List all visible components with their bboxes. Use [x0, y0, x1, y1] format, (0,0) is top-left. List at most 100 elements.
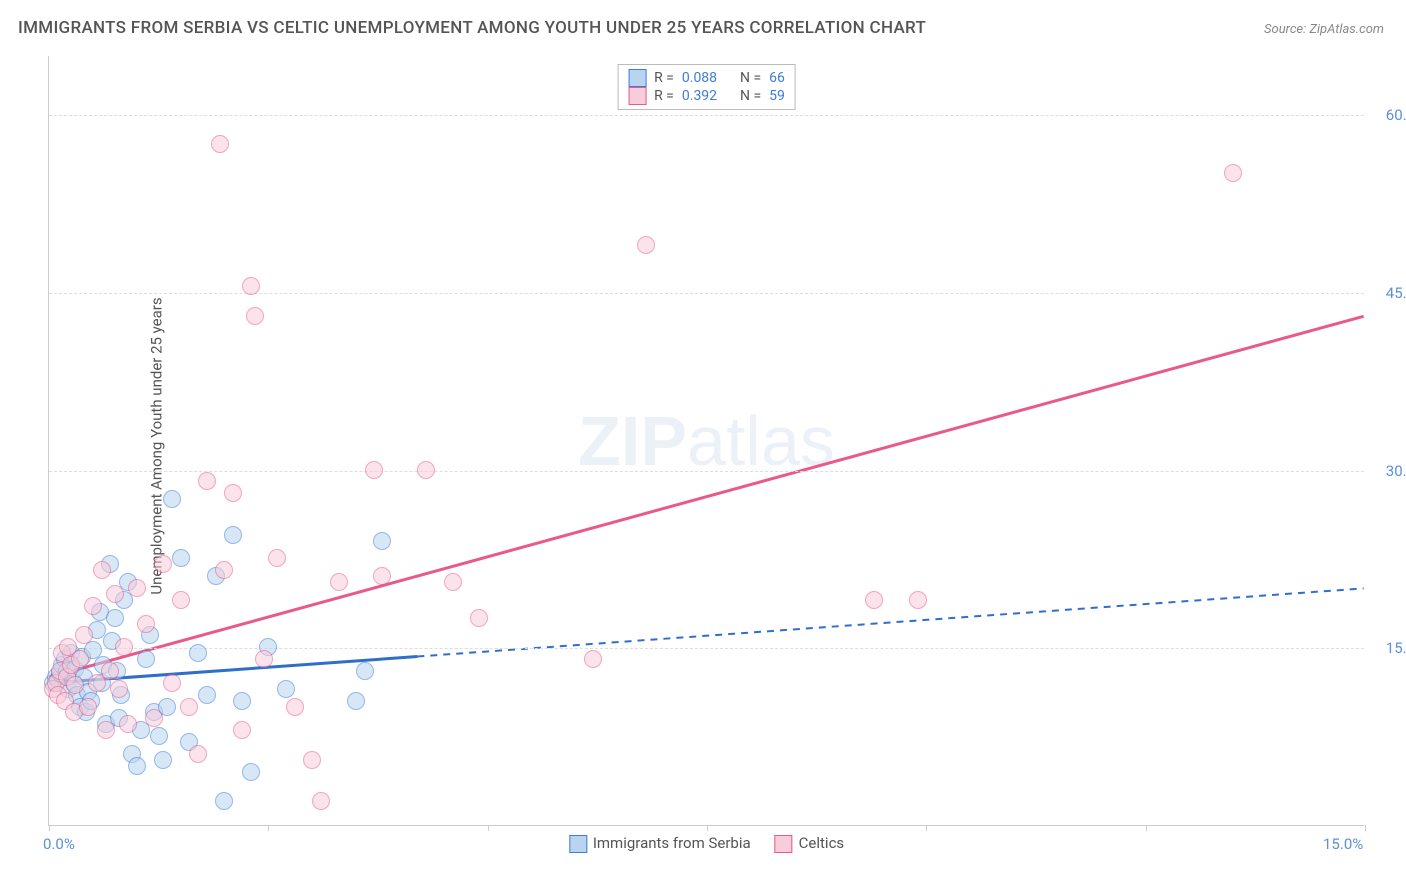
n-value: 66 [769, 70, 785, 86]
legend-item: Celtics [775, 834, 845, 853]
data-point [79, 698, 97, 716]
legend-label: Immigrants from Serbia [593, 834, 751, 852]
x-tick [49, 825, 50, 831]
data-point [356, 662, 374, 680]
legend-swatch [628, 69, 646, 87]
data-point [255, 650, 273, 668]
data-point [150, 727, 168, 745]
n-label: N = [740, 70, 761, 86]
data-point [106, 609, 124, 627]
data-point [584, 650, 602, 668]
gridline [49, 648, 1364, 649]
data-point [286, 698, 304, 716]
data-point [189, 644, 207, 662]
data-point [110, 680, 128, 698]
data-point [224, 526, 242, 544]
data-point [106, 585, 124, 603]
r-value: 0.392 [682, 88, 717, 104]
data-point [128, 757, 146, 775]
data-point [137, 615, 155, 633]
data-point [198, 472, 216, 490]
data-point [71, 650, 89, 668]
data-point [470, 609, 488, 627]
data-point [373, 532, 391, 550]
x-tick [707, 825, 708, 831]
x-tick [488, 825, 489, 831]
x-tick-label: 0.0% [43, 835, 75, 853]
correlation-legend: R = 0.088 N = 66 R = 0.392 N = 59 [617, 64, 796, 110]
data-point [163, 490, 181, 508]
y-tick-label: 60.0% [1386, 106, 1406, 124]
watermark: ZIPatlas [578, 401, 835, 481]
gridline [49, 471, 1364, 472]
data-point [145, 709, 163, 727]
data-point [75, 626, 93, 644]
data-point [115, 638, 133, 656]
data-point [215, 561, 233, 579]
trend-lines [49, 56, 1364, 825]
data-point [268, 549, 286, 567]
legend-swatch [628, 87, 646, 105]
data-point [637, 236, 655, 254]
n-value: 59 [769, 88, 785, 104]
x-tick [1146, 825, 1147, 831]
y-tick-label: 45.0% [1386, 284, 1406, 302]
legend-swatch [775, 835, 793, 853]
data-point [137, 650, 155, 668]
chart-title: IMMIGRANTS FROM SERBIA VS CELTIC UNEMPLO… [18, 18, 926, 38]
legend-item: Immigrants from Serbia [569, 834, 751, 853]
data-point [1224, 164, 1242, 182]
data-point [215, 792, 233, 810]
data-point [119, 715, 137, 733]
data-point [277, 680, 295, 698]
legend-row: R = 0.392 N = 59 [628, 87, 785, 105]
data-point [101, 662, 119, 680]
source-label: Source: ZipAtlas.com [1264, 22, 1384, 37]
data-point [444, 573, 462, 591]
data-point [154, 751, 172, 769]
data-point [373, 567, 391, 585]
data-point [365, 461, 383, 479]
data-point [417, 461, 435, 479]
legend-label: Celtics [799, 834, 845, 852]
data-point [163, 674, 181, 692]
r-value: 0.088 [682, 70, 717, 86]
data-point [84, 597, 102, 615]
x-tick-label: 15.0% [1323, 835, 1363, 853]
data-point [233, 692, 251, 710]
data-point [211, 135, 229, 153]
n-label: N = [740, 88, 761, 104]
y-tick-label: 30.0% [1386, 462, 1406, 480]
series-legend: Immigrants from Serbia Celtics [569, 834, 844, 853]
data-point [154, 555, 172, 573]
data-point [224, 484, 242, 502]
data-point [865, 591, 883, 609]
data-point [97, 721, 115, 739]
data-point [330, 573, 348, 591]
legend-swatch [569, 835, 587, 853]
gridline [49, 115, 1364, 116]
data-point [242, 277, 260, 295]
data-point [242, 763, 260, 781]
data-point [189, 745, 207, 763]
data-point [347, 692, 365, 710]
data-point [198, 686, 216, 704]
data-point [93, 561, 111, 579]
data-point [233, 721, 251, 739]
x-tick [1365, 825, 1366, 831]
legend-row: R = 0.088 N = 66 [628, 69, 785, 87]
data-point [172, 591, 190, 609]
data-point [246, 307, 264, 325]
r-label: R = [654, 70, 674, 86]
data-point [172, 549, 190, 567]
data-point [312, 792, 330, 810]
x-tick [926, 825, 927, 831]
r-label: R = [654, 88, 674, 104]
y-tick-label: 15.0% [1386, 639, 1406, 657]
data-point [180, 698, 198, 716]
data-point [66, 676, 84, 694]
x-tick [268, 825, 269, 831]
data-point [909, 591, 927, 609]
data-point [303, 751, 321, 769]
scatter-plot: ZIPatlas R = 0.088 N = 66 R = 0.392 N = … [48, 56, 1364, 826]
